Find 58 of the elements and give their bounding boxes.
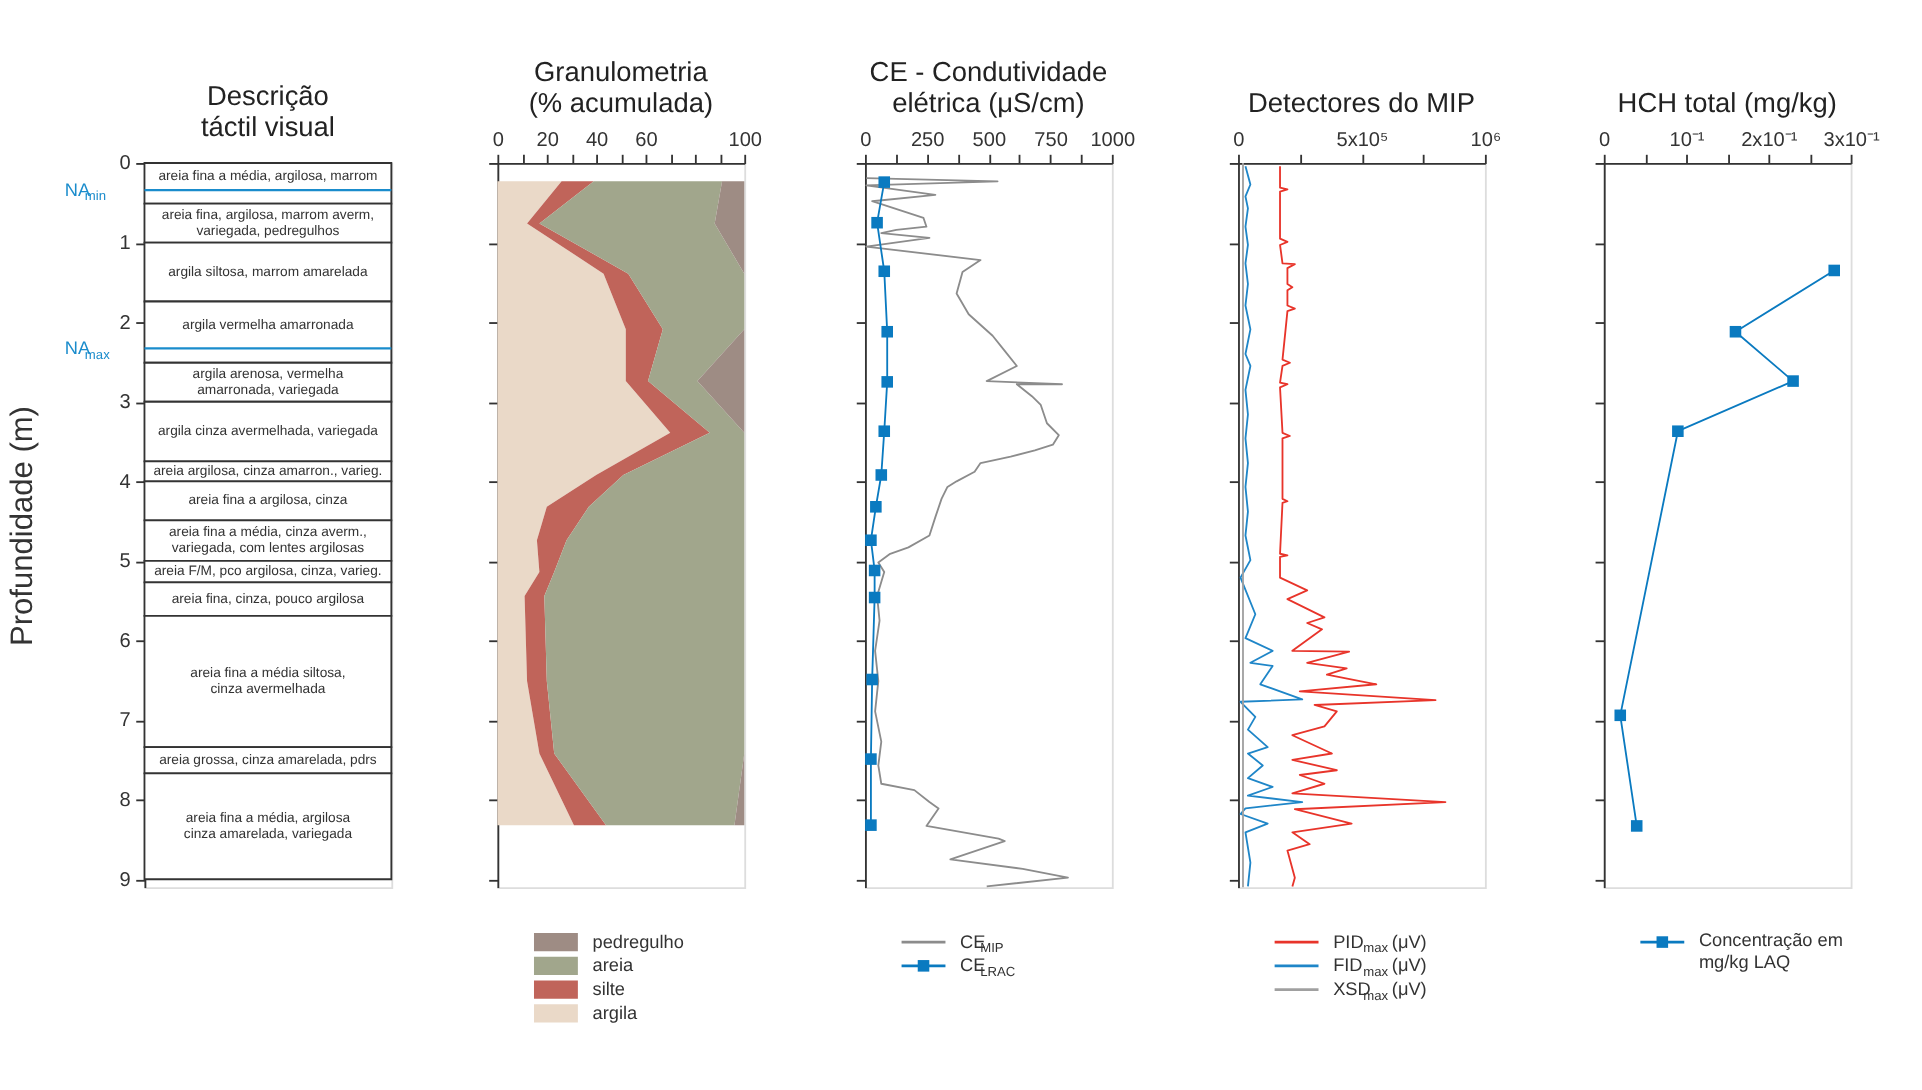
y-tick-label: 8 (119, 790, 132, 813)
y-tick-label: 5 (119, 551, 132, 574)
y-tick-label: 2 (119, 312, 132, 335)
x-tick-label: 0 (1233, 129, 1246, 152)
legend-label: Concentração em mg/kg LAQ (1698, 929, 1843, 972)
point (868, 591, 881, 604)
x-tick-label: 60 (635, 129, 659, 152)
y-tick-label: 7 (119, 710, 132, 733)
x-tick-label: 0 (860, 129, 873, 152)
x-tick-label: 20 (536, 129, 560, 152)
legend-label: argila (592, 1002, 639, 1023)
chart-title: HCH total (mg/kg) (1617, 87, 1837, 118)
point (881, 376, 893, 388)
y-axis-title: Profundidade (m) (5, 406, 40, 647)
legend-label: silte (592, 979, 625, 1000)
y-tick-label: 6 (119, 630, 132, 653)
x-tick-label: 2x10⁻¹ (1741, 129, 1799, 152)
x-tick-label: 500 (972, 129, 1007, 152)
x-tick-label: 5x10⁵ (1336, 129, 1389, 152)
point (865, 753, 877, 765)
x-tick-label: 250 (910, 129, 946, 152)
point (1787, 375, 1799, 387)
chart-title: Granulometria (% acumulada) (528, 56, 714, 118)
point (1614, 709, 1627, 722)
x-tick-label: 750 (1034, 129, 1069, 152)
x-tick-label: 10⁻¹ (1669, 129, 1706, 152)
x-tick-label: 40 (585, 129, 610, 152)
x-tick-label: 1000 (1090, 129, 1136, 152)
x-tick-label: 100 (728, 129, 763, 152)
point (1672, 425, 1684, 437)
point (868, 564, 881, 577)
chart-title: CE - Condutividade elétrica (μS/cm) (869, 56, 1109, 118)
point (865, 819, 877, 831)
point (1729, 325, 1742, 338)
legend-label: pedregulho (592, 931, 684, 952)
x-tick-label: 0 (492, 129, 505, 152)
y-tick-label: 1 (119, 233, 132, 255)
chart-title: Detectores do MIP (1248, 87, 1475, 118)
point (865, 534, 877, 547)
point (1828, 264, 1841, 277)
point (870, 501, 882, 513)
point (878, 265, 891, 278)
y-tick-label: 0 (119, 153, 132, 176)
point (878, 176, 891, 188)
y-tick-label: 9 (119, 869, 132, 892)
point (866, 673, 878, 686)
x-tick-label: 0 (1599, 129, 1612, 152)
y-tick-label: 3 (119, 392, 132, 415)
point (871, 216, 883, 229)
y-tick-label: 4 (119, 471, 132, 494)
chart-title: Descrição táctil visual (200, 80, 335, 142)
x-tick-label: 10⁶ (1470, 129, 1502, 152)
point (875, 469, 888, 481)
point (1630, 820, 1643, 832)
point (878, 425, 891, 437)
point (881, 325, 893, 338)
legend-label: areia (592, 955, 635, 976)
x-tick-label: 3x10⁻¹ (1823, 129, 1882, 152)
